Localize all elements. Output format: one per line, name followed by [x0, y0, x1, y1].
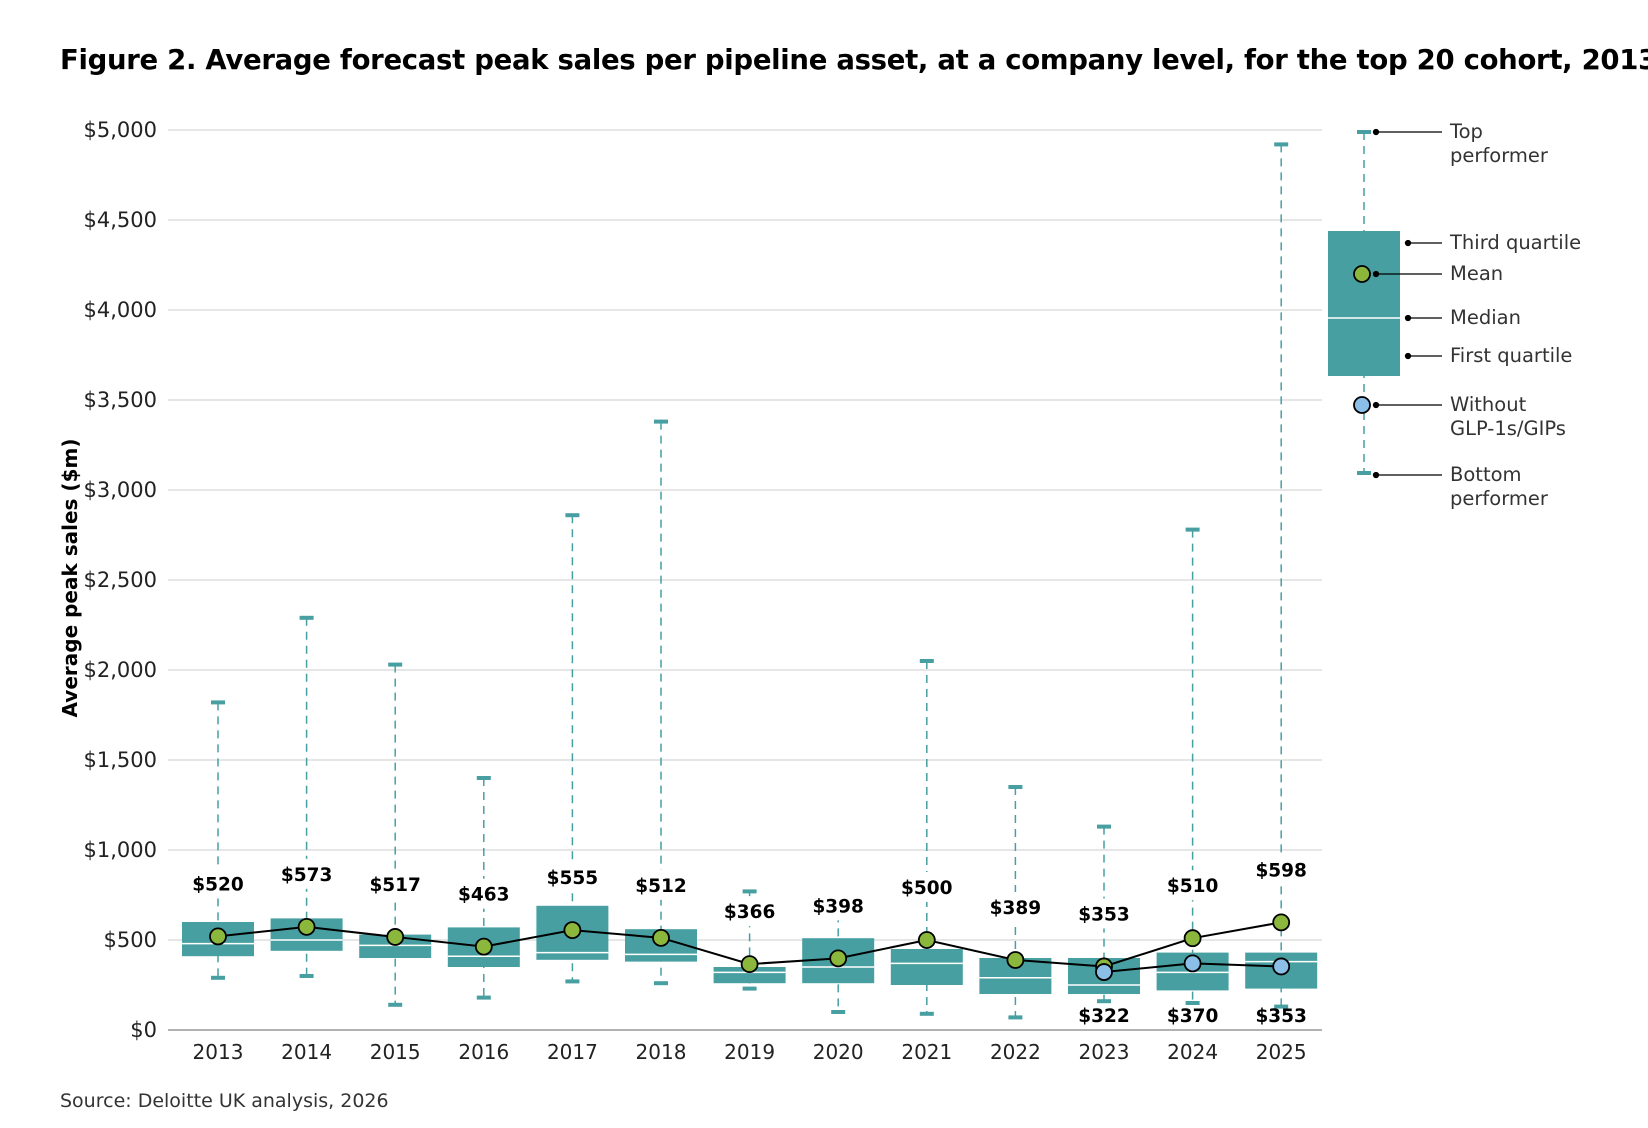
without-glp-marker-2025 [1272, 957, 1291, 976]
label-bg-2020 [798, 890, 879, 921]
mean-label-2021: $500 [901, 878, 953, 899]
label-bg-2025 [1241, 854, 1322, 885]
mean-label-2019: $366 [724, 902, 776, 923]
mean-marker-2020 [829, 949, 848, 968]
mean-marker-2022 [1006, 951, 1025, 969]
legend-top-performer-line2: performer [1450, 144, 1549, 167]
mean-marker-2018 [652, 928, 670, 947]
gridlines [168, 129, 1322, 1031]
label-bg-2016 [443, 878, 524, 909]
mean-label-2023: $353 [1078, 904, 1130, 925]
legend-third-quartile: Third quartile [1449, 231, 1581, 254]
y-tick-2500: $2,500 [84, 568, 157, 592]
x-axis-ticks: 2013 2014 2015 2016 2017 2018 2019 2020 2021 2022… [193, 1040, 1307, 1064]
legend-first-quartile: First quartile [1450, 344, 1572, 367]
x-tick-2019: 2019 [724, 1040, 775, 1064]
x-tick-2015: 2015 [370, 1040, 421, 1064]
y-axis-label: Average peak sales ($m) [58, 439, 82, 718]
without-glp-marker-2023 [1095, 963, 1113, 981]
x-tick-2017: 2017 [547, 1040, 598, 1064]
mean-label-2022: $389 [990, 898, 1042, 919]
label-bg-2023 [1064, 898, 1144, 929]
x-tick-2020: 2020 [813, 1040, 864, 1064]
y-tick-500: $500 [104, 928, 157, 952]
y-tick-3500: $3,500 [84, 388, 157, 412]
x-tick-2014: 2014 [281, 1040, 332, 1064]
legend-without-glp: Without GLP-1s/GIPs [1450, 393, 1566, 440]
label-bg-2018 [621, 869, 701, 900]
legend-bottom-performer-line2: performer [1450, 487, 1549, 510]
y-tick-2000: $2,000 [84, 658, 157, 682]
mean-marker-2019 [740, 955, 759, 974]
chart-title: Figure 2. Average forecast peak sales pe… [60, 44, 1648, 76]
box-2021 [890, 949, 963, 985]
without-glp-label-2024: $370 [1167, 1006, 1219, 1027]
x-tick-2016: 2016 [458, 1040, 509, 1064]
legend-bottom-performer: Bottom performer [1450, 463, 1549, 510]
x-tick-2024: 2024 [1167, 1040, 1218, 1064]
legend-bottom-performer-line1: Bottom [1450, 463, 1522, 486]
label-bg-2022 [975, 891, 1056, 922]
mean-marker-2025 [1272, 913, 1291, 932]
data-labels: $520 $573 $517 $463 $555 $512 $366 $398 $500 $389… [192, 860, 1307, 1027]
x-tick-2013: 2013 [193, 1040, 244, 1064]
mean-label-2018: $512 [635, 876, 687, 897]
label-bg-2024 [1152, 870, 1233, 901]
mean-label-2020: $398 [812, 896, 864, 917]
x-tick-2023: 2023 [1079, 1040, 1130, 1064]
mean-marker-2021 [917, 931, 936, 949]
y-tick-1000: $1,000 [84, 838, 157, 862]
legend-top-performer-line1: Top [1449, 120, 1483, 143]
legend: Top performer Third quartile Mean Median… [1328, 120, 1581, 510]
mean-marker-2016 [474, 937, 493, 956]
legend-without-glp-marker [1353, 396, 1371, 414]
mean-label-2013: $520 [192, 874, 244, 895]
without-glp-marker-2024 [1183, 954, 1202, 973]
label-bg-2021 [886, 872, 967, 902]
y-tick-0: $0 [130, 1018, 157, 1042]
mean-marker-2014 [297, 917, 316, 936]
x-tick-2022: 2022 [990, 1040, 1041, 1064]
mean-marker-2013 [209, 927, 227, 946]
boxes [178, 142, 1322, 1020]
x-tick-2021: 2021 [901, 1040, 952, 1064]
without-glp-label-2023: $322 [1078, 1006, 1130, 1027]
legend-connectors [1372, 128, 1442, 479]
label-bg-2013 [178, 868, 258, 899]
box-2019 [713, 967, 786, 984]
mean-marker-2017 [563, 921, 582, 939]
x-tick-2025: 2025 [1256, 1040, 1307, 1064]
mean-label-2017: $555 [547, 868, 599, 889]
legend-mean-marker [1353, 265, 1371, 283]
source-note: Source: Deloitte UK analysis, 2026 [60, 1090, 389, 1112]
without-glp-label-2025: $353 [1255, 1006, 1307, 1027]
label-bg-2019 [709, 896, 790, 927]
y-tick-4000: $4,000 [84, 298, 157, 322]
label-bg-2014 [266, 858, 347, 889]
x-tick-2018: 2018 [636, 1040, 687, 1064]
legend-top-performer: Top performer [1449, 120, 1549, 167]
legend-without-glp-line2: GLP-1s/GIPs [1450, 417, 1566, 440]
legend-mean: Mean [1450, 262, 1503, 285]
legend-median: Median [1450, 306, 1521, 329]
box-2015 [359, 934, 432, 958]
mean-marker-2015 [386, 928, 405, 946]
y-tick-3000: $3,000 [84, 478, 157, 502]
mean-marker-2024 [1183, 929, 1202, 948]
mean-label-2014: $573 [281, 865, 333, 886]
y-tick-1500: $1,500 [84, 748, 157, 772]
mean-label-2015: $517 [369, 875, 421, 896]
y-tick-5000: $5,000 [84, 118, 157, 142]
markers [209, 913, 1291, 981]
y-axis-ticks: $0 $500 $1,000 $1,500 $2,000 $2,500 $3,000 $3,5… [84, 118, 157, 1042]
label-bg-2015 [355, 868, 436, 899]
mean-label-2024: $510 [1167, 876, 1219, 897]
y-tick-4500: $4,500 [84, 208, 157, 232]
legend-without-glp-line1: Without [1450, 393, 1527, 416]
legend-box [1328, 231, 1400, 376]
mean-label-2025: $598 [1255, 860, 1307, 881]
mean-label-2016: $463 [458, 885, 510, 906]
label-bg-2017 [532, 862, 613, 893]
